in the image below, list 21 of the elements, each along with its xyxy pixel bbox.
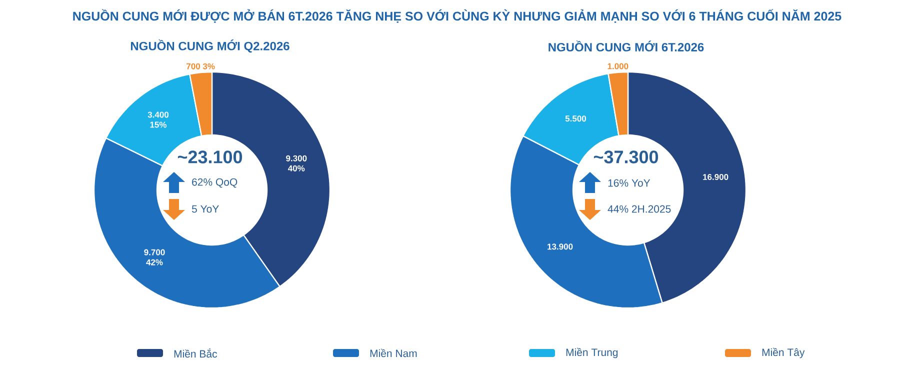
text: 16% YoY bbox=[608, 179, 650, 187]
chart-title: NGUỒN CUNG MỚI ĐƯỢC MỞ BÁN 6T.2026 TĂNG NHẸ SO VỚI CÙNG KỲ NHƯNG GIẢM MẠNH SO VỚI 6 THÁNG CUỐI NĂM 2025 bbox=[73, 9, 842, 23]
legend-label: Miền Tây bbox=[762, 348, 805, 358]
data-label: 700 3% bbox=[186, 63, 215, 70]
legend-label: Miền Bắc bbox=[174, 348, 218, 358]
data-label: 9.300 40% bbox=[286, 155, 307, 172]
data-label: 1.000 bbox=[608, 63, 628, 70]
legend-label: Miền Trung bbox=[566, 348, 618, 358]
text: 62% QoQ bbox=[192, 178, 238, 188]
chart-subtitle: NGUỒN CUNG MỚI 6T.2026 bbox=[548, 40, 704, 52]
data-label: 13.900 bbox=[548, 244, 573, 250]
data-label: 3.400 15% bbox=[148, 112, 169, 128]
text: 5 YoY bbox=[192, 205, 219, 213]
data-label: 5.500 bbox=[565, 116, 586, 122]
data-label: 9.700 42% bbox=[144, 249, 165, 266]
legend-label: Miền Nam bbox=[370, 348, 417, 358]
text: ~23.100 bbox=[178, 150, 242, 164]
text: ~37.300 bbox=[594, 150, 658, 164]
text: 44% 2H.2025 bbox=[608, 205, 671, 213]
chart-subtitle: NGUỒN CUNG MỚI Q2.2026 bbox=[131, 39, 290, 53]
data-label: 16.900 bbox=[703, 174, 728, 180]
